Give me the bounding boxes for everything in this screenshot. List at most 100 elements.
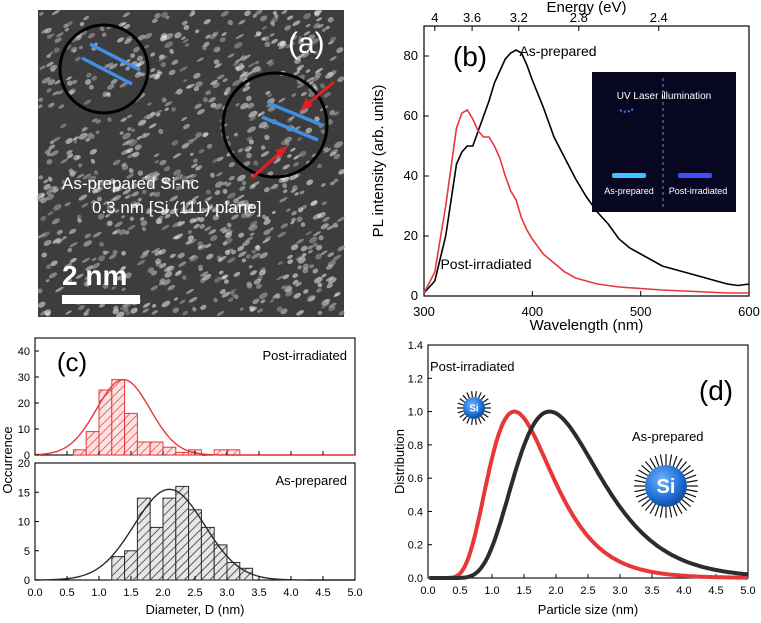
tem-speckle	[188, 296, 198, 303]
ligand-spike	[679, 501, 688, 511]
tem-speckle	[256, 283, 262, 289]
tem-speckle	[316, 163, 323, 169]
tem-speckle	[99, 180, 107, 186]
tem-speckle	[81, 257, 90, 263]
ligand-spike	[649, 457, 657, 469]
tem-speckle	[222, 241, 228, 246]
panel-d: 0.0 0.5 1.0 1.5 2.0 2.5 3.0 3.5 4.0 4.5 5.0 0.0 0.2 0…	[392, 340, 756, 617]
tem-speckle	[337, 76, 345, 83]
ligand-spike	[480, 394, 486, 401]
tem-speckle	[224, 200, 230, 206]
tem-speckle	[187, 138, 194, 145]
tem-speckle	[122, 132, 131, 140]
tem-speckle	[99, 26, 105, 32]
tem-speckle	[154, 191, 161, 198]
tem-speckle	[166, 265, 175, 272]
tem-speckle	[60, 123, 67, 129]
tem-speckle	[327, 252, 335, 258]
tem-speckle	[119, 82, 128, 88]
tem-speckle	[337, 216, 346, 222]
tem-speckle	[112, 249, 118, 255]
tem-speckle	[314, 72, 322, 78]
x-tick-label: 1.0	[484, 585, 499, 597]
top-tick-label: 2.4	[650, 10, 668, 25]
tem-speckle	[212, 31, 219, 37]
annotation-post-irradiated: Post-irradiated	[440, 256, 531, 272]
legend-as-prepared: As-prepared	[632, 429, 704, 444]
tem-speckle	[200, 304, 207, 310]
tem-speckle	[151, 247, 160, 254]
tem-speckle	[120, 305, 128, 311]
tem-speckle	[84, 79, 92, 85]
tem-speckle	[160, 61, 167, 68]
tem-speckle	[56, 32, 64, 38]
tem-speckle	[313, 50, 318, 55]
tem-speckle	[113, 305, 119, 311]
si-particle-large-icon: Si	[634, 454, 698, 518]
tem-speckle	[38, 175, 44, 180]
tem-speckle	[297, 207, 304, 213]
tem-speckle	[323, 148, 332, 153]
tem-speckle	[46, 159, 53, 165]
tem-speckle	[81, 127, 89, 133]
tem-speckle	[58, 104, 65, 109]
ligand-spike	[659, 454, 663, 466]
tem-speckle	[246, 213, 255, 219]
y-tick-label: 0.0	[408, 573, 423, 585]
tem-speckle	[296, 238, 304, 244]
tem-speckle	[332, 254, 342, 261]
tem-speckle	[202, 273, 212, 281]
tem-speckle	[310, 200, 318, 207]
tem-speckle	[158, 128, 164, 135]
tem-speckle	[317, 212, 326, 219]
tem-speckle	[317, 282, 323, 288]
y-tick-label: 0	[411, 288, 418, 303]
tem-speckle	[205, 189, 211, 195]
ligand-spike	[482, 413, 489, 418]
tem-speckle	[216, 311, 225, 316]
tem-speckle	[260, 15, 268, 22]
tem-speckle	[333, 178, 339, 183]
y-tick-label: 1.2	[408, 373, 423, 385]
tem-speckle	[258, 121, 268, 129]
ligand-spike	[457, 402, 464, 406]
ligand-spike	[659, 506, 663, 518]
top-tick-label: 3.6	[463, 10, 481, 25]
ligand-spike	[634, 479, 646, 483]
tem-speckle	[39, 12, 44, 16]
tem-speckle	[84, 233, 91, 239]
ligand-spike	[484, 410, 491, 414]
tem-speckle	[303, 31, 311, 36]
tem-speckle	[201, 44, 207, 51]
tem-speckle	[238, 62, 244, 68]
tem-speckle	[55, 286, 64, 293]
tem-speckle	[136, 34, 146, 41]
tem-speckle	[164, 107, 169, 111]
tem-speckle	[182, 310, 189, 316]
c-bottom-histogram-bar	[213, 544, 228, 581]
tem-speckle	[334, 141, 343, 149]
tem-speckle	[300, 222, 306, 227]
c-top-legend: Post-irradiated	[262, 348, 347, 363]
tem-speckle	[46, 54, 52, 58]
tem-speckle	[106, 92, 111, 98]
x-tick-label: 300	[413, 304, 435, 319]
c-x-tick-label: 4.0	[283, 587, 298, 599]
tem-speckle	[66, 80, 73, 86]
tem-speckle	[194, 103, 202, 109]
tem-speckle	[49, 186, 57, 193]
tem-speckle	[129, 53, 136, 59]
tem-speckle	[83, 15, 90, 21]
c-bottom-y-tick-label: 20	[18, 458, 30, 470]
tem-speckle	[150, 52, 156, 57]
ligand-spike	[471, 418, 473, 425]
tem-speckle	[309, 264, 314, 269]
x-tick-label: 0.0	[420, 585, 435, 597]
tem-speckle	[53, 47, 60, 53]
y-tick-label: 0.8	[408, 440, 423, 452]
tem-speckle	[92, 231, 102, 238]
tem-speckle	[308, 81, 314, 85]
tem-speckle	[163, 179, 171, 185]
tem-speckle	[88, 84, 94, 90]
tem-speckle	[45, 264, 52, 270]
